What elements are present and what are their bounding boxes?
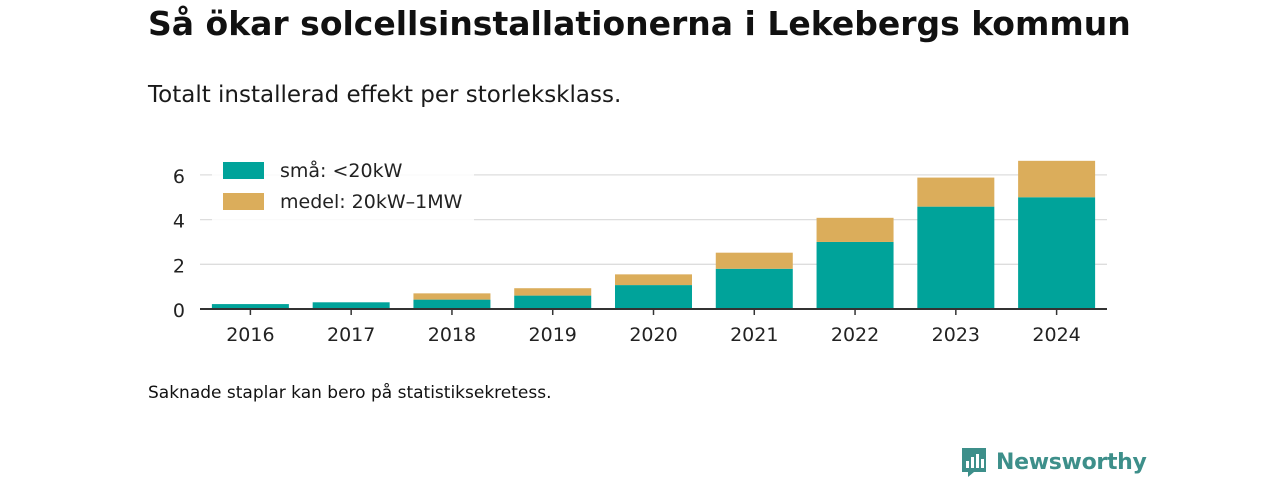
brand-name: Newsworthy xyxy=(996,449,1147,475)
bar-small-2022 xyxy=(816,241,894,309)
x-tick-label-2024: 2024 xyxy=(1032,324,1080,346)
bar-medium-2020 xyxy=(615,274,692,286)
x-tick-label-2020: 2020 xyxy=(629,324,677,346)
bar-medium-2018 xyxy=(413,293,491,300)
x-tick-label-2022: 2022 xyxy=(831,324,879,346)
y-tick-label: 2 xyxy=(173,255,185,277)
y-tick-label: 4 xyxy=(173,211,185,233)
brand-logo: Newsworthy xyxy=(960,446,1147,478)
y-axis-ticks: 0 2 4 6 xyxy=(173,166,185,322)
x-tick-label-2023: 2023 xyxy=(932,324,980,346)
x-axis-ticks: 2016 2017 2018 2019 2020 2021 2022 2023 2024 xyxy=(226,309,1081,346)
legend: små: <20kW medel: 20kW–1MW xyxy=(212,152,474,224)
legend-swatch-small xyxy=(223,162,264,179)
x-tick-label-2019: 2019 xyxy=(529,324,577,346)
chart-title: Så ökar solcellsinstallationerna i Lekeb… xyxy=(148,4,1131,43)
bar-small-2019 xyxy=(514,295,592,309)
bar-medium-2019 xyxy=(514,288,592,296)
x-tick-label-2016: 2016 xyxy=(226,324,274,346)
bar-medium-2022 xyxy=(816,217,894,242)
bar-small-2018 xyxy=(413,299,491,309)
x-tick-label-2018: 2018 xyxy=(428,324,476,346)
bars xyxy=(211,160,1096,309)
bar-small-2021 xyxy=(715,268,793,309)
y-tick-label: 6 xyxy=(173,166,185,188)
y-tick-label: 0 xyxy=(173,300,185,322)
bar-small-2023 xyxy=(917,206,995,309)
x-tick-label-2021: 2021 xyxy=(730,324,778,346)
bar-chart: 0 2 4 6 2016 2017 2018 2019 2020 2021 2022 2023 202… xyxy=(172,152,1107,346)
bar-small-2024 xyxy=(1018,197,1096,309)
x-tick-label-2017: 2017 xyxy=(327,324,375,346)
legend-label-small: små: <20kW xyxy=(280,159,403,182)
bar-medium-2024 xyxy=(1018,160,1096,198)
legend-label-medium: medel: 20kW–1MW xyxy=(280,191,463,213)
bar-small-2020 xyxy=(615,285,692,309)
bar-medium-2023 xyxy=(917,177,995,207)
newsworthy-icon xyxy=(962,448,986,477)
footnote: Saknade staplar kan bero på statistiksek… xyxy=(148,383,552,403)
bar-small-2016 xyxy=(211,304,289,309)
chart-subtitle: Totalt installerad effekt per storlekskl… xyxy=(148,82,622,108)
bar-small-2017 xyxy=(312,302,390,309)
legend-swatch-medium xyxy=(223,193,264,210)
bar-medium-2021 xyxy=(715,252,793,269)
